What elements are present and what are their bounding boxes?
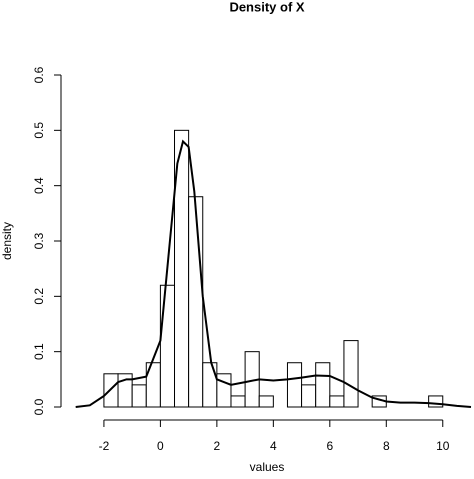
x-tick-label: 10 [436, 439, 450, 453]
y-tick-label: 0.3 [32, 232, 46, 249]
y-tick-label: 0.4 [32, 177, 46, 194]
bar [315, 362, 331, 408]
x-axis-label: values [250, 460, 285, 474]
y-tick-label: 0.2 [32, 288, 46, 305]
bar [216, 373, 232, 408]
x-tick-label: 6 [326, 439, 333, 453]
y-tick-label: 0.0 [32, 398, 46, 415]
chart-title: Density of X [229, 0, 304, 14]
bar [343, 340, 359, 408]
bar [131, 384, 147, 408]
x-tick-label: 2 [214, 439, 221, 453]
y-tick-label: 0.5 [32, 122, 46, 139]
bar [329, 395, 345, 408]
bar [258, 395, 274, 408]
density-curve [75, 139, 472, 408]
bar [428, 395, 444, 408]
y-tick-label: 0.1 [32, 343, 46, 360]
bar [286, 362, 303, 408]
bar [230, 395, 246, 408]
bar [188, 196, 204, 408]
y-axis-label: density [0, 222, 14, 260]
x-tick-label: 0 [157, 439, 164, 453]
bar [301, 384, 317, 408]
x-tick-label: 8 [383, 439, 390, 453]
x-tick-label: 4 [270, 439, 277, 453]
bar [159, 284, 176, 408]
x-tick-label: -2 [99, 439, 110, 453]
bar [202, 362, 218, 408]
y-tick-label: 0.6 [32, 66, 46, 83]
